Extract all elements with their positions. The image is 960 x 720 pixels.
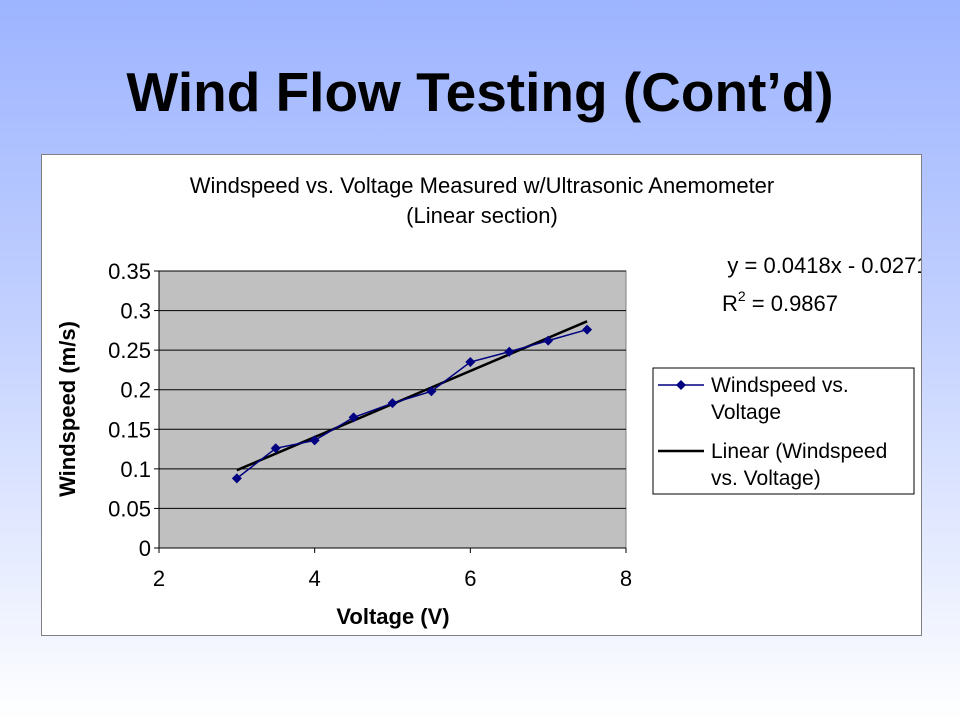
chart-frame: Windspeed vs. Voltage Measured w/Ultraso…	[41, 154, 922, 636]
legend-series-label-line1: Windspeed vs.	[711, 374, 849, 397]
x-tick-labels: 2 4 6 8	[153, 566, 632, 591]
x-axis-label: Voltage (V)	[336, 604, 449, 629]
trendline-r-squared: R2 = 0.9867	[722, 288, 838, 316]
x-tick-label: 6	[464, 566, 476, 591]
data-point	[270, 443, 281, 454]
data-point	[309, 435, 320, 446]
data-point	[504, 346, 515, 357]
chart-title-line1: Windspeed vs. Voltage Measured w/Ultraso…	[190, 173, 775, 198]
legend-trendline-label-line2: vs. Voltage)	[711, 467, 821, 490]
data-point	[543, 335, 554, 346]
y-tick-label: 0.2	[120, 378, 151, 403]
data-point	[387, 398, 398, 409]
series-line	[236, 328, 588, 479]
x-tick-label: 4	[309, 566, 321, 591]
slide-title: Wind Flow Testing (Cont’d)	[126, 61, 834, 123]
y-tick-label: 0.35	[108, 259, 151, 284]
x-tick-label: 2	[153, 566, 165, 591]
chart-svg: Windspeed vs. Voltage Measured w/Ultraso…	[55, 173, 921, 629]
trendline-equation: y = 0.0418x - 0.0271	[727, 253, 921, 278]
data-point	[348, 412, 359, 423]
r2-value: = 0.9867	[746, 291, 838, 316]
r2-superscript: 2	[738, 288, 746, 304]
legend: Windspeed vs. Voltage Linear (Windspeed …	[652, 367, 915, 495]
y-tick-label: 0.3	[120, 299, 151, 324]
y-tick-label: 0.05	[108, 496, 151, 521]
y-tick-label: 0.1	[120, 457, 151, 482]
axes	[154, 270, 627, 553]
y-tick-label: 0	[139, 536, 151, 561]
series-group	[231, 324, 593, 484]
data-point	[465, 357, 476, 368]
y-tick-label: 0.25	[108, 338, 151, 363]
y-tick-label: 0.15	[108, 417, 151, 442]
legend-box	[652, 367, 915, 495]
x-tick-label: 8	[620, 566, 632, 591]
y-axis-label: Windspeed (m/s)	[55, 321, 80, 497]
chart-title-line2: (Linear section)	[406, 203, 558, 228]
legend-series-marker	[676, 380, 686, 390]
r2-label: R	[722, 291, 738, 316]
data-point	[426, 386, 437, 397]
plot-area	[158, 270, 627, 549]
data-point	[231, 473, 242, 484]
y-tick-labels: 0 0.05 0.1 0.15 0.2 0.25 0.3 0.35	[108, 259, 151, 561]
legend-trendline-label-line1: Linear (Windspeed	[711, 440, 887, 463]
legend-series-label-line2: Voltage	[711, 401, 781, 424]
data-point	[582, 324, 593, 335]
